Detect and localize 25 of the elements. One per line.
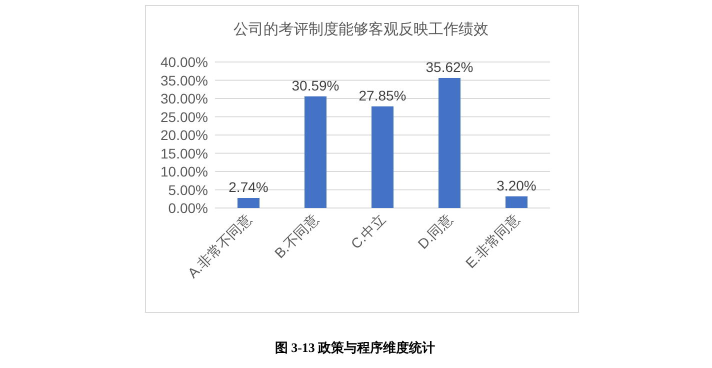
y-tick-label: 0.00%: [168, 200, 208, 216]
x-tick-label: E.非常同意: [462, 210, 523, 272]
y-tick-label: 15.00%: [160, 145, 208, 162]
caption: 图 3-13 政策与程序维度统计: [274, 340, 436, 355]
chart-title: 公司的考评制度能够客观反映工作绩效: [234, 21, 488, 38]
y-tick-label: 25.00%: [160, 108, 208, 125]
data-label: 27.85%: [358, 87, 406, 104]
y-tick-label: 30.00%: [160, 90, 208, 106]
data-label: 30.59%: [292, 77, 340, 94]
y-tick-label: 10.00%: [160, 164, 208, 180]
data-label: 35.62%: [426, 58, 474, 75]
bar: [238, 198, 260, 208]
bar: [372, 106, 394, 208]
x-tick-label: B.不同意: [271, 210, 322, 262]
y-tick-label: 5.00%: [168, 182, 208, 198]
bar: [304, 96, 326, 208]
y-tick-label: 40.00%: [160, 54, 208, 70]
x-tick-label: C.中立: [348, 210, 389, 252]
data-label: 3.20%: [496, 177, 536, 194]
x-tick-label: D.同意: [414, 210, 456, 252]
bar: [506, 196, 528, 208]
y-tick-label: 35.00%: [160, 72, 208, 88]
data-label: 2.74%: [228, 179, 268, 195]
y-tick-label: 20.00%: [160, 127, 208, 143]
bar: [438, 78, 460, 208]
